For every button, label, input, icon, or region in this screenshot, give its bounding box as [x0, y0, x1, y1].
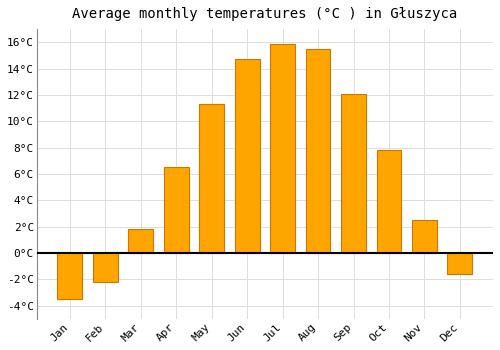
Bar	[376, 150, 402, 253]
Bar	[341, 93, 366, 253]
Bar	[128, 229, 153, 253]
Title: Average monthly temperatures (°C ) in Głuszyca: Average monthly temperatures (°C ) in Gł…	[72, 7, 458, 21]
Bar	[93, 253, 118, 282]
Bar	[200, 104, 224, 253]
Bar	[448, 253, 472, 274]
Bar	[164, 167, 188, 253]
Bar	[412, 220, 437, 253]
Bar	[235, 60, 260, 253]
Bar	[306, 49, 330, 253]
Bar	[58, 253, 82, 299]
Bar	[270, 43, 295, 253]
